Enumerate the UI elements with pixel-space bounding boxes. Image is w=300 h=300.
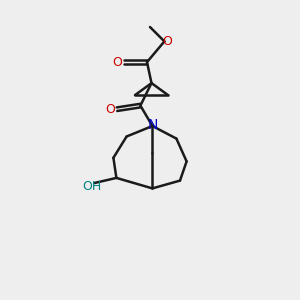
Text: O: O bbox=[112, 56, 122, 69]
Text: O: O bbox=[106, 103, 115, 116]
Text: OH: OH bbox=[82, 180, 101, 193]
Text: O: O bbox=[162, 35, 172, 48]
Text: N: N bbox=[148, 118, 158, 132]
